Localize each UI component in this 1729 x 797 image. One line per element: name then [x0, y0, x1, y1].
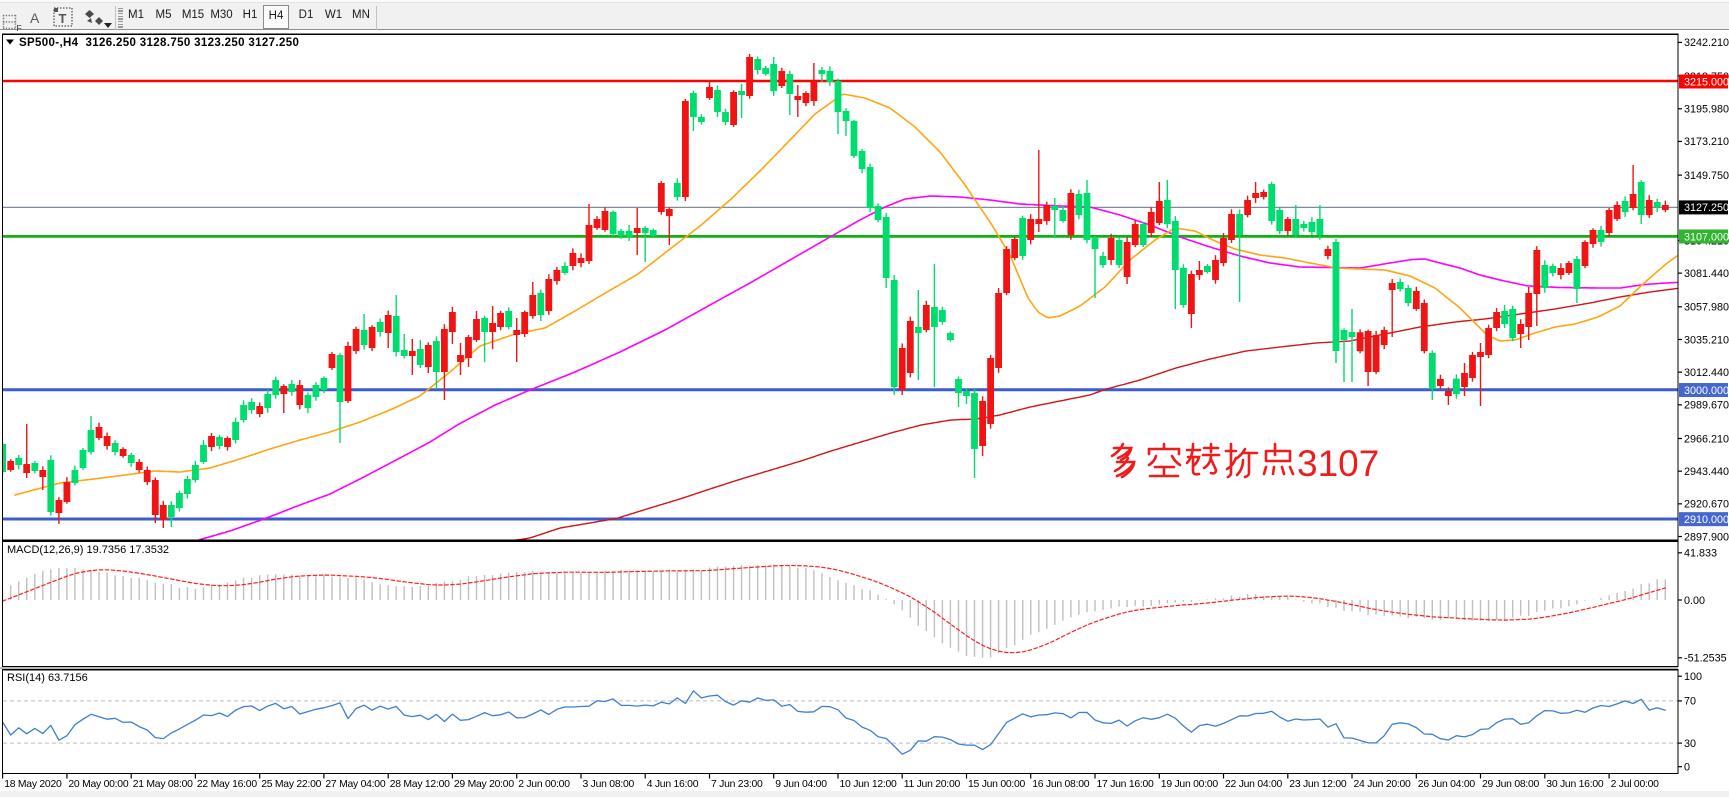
- svg-text:3242.210: 3242.210: [1684, 37, 1729, 49]
- svg-text:27 May 04:00: 27 May 04:00: [325, 779, 385, 790]
- svg-text:24 Jun 20:00: 24 Jun 20:00: [1354, 779, 1412, 790]
- svg-text:41.833: 41.833: [1684, 548, 1717, 560]
- svg-text:2989.670: 2989.670: [1684, 400, 1729, 412]
- svg-text:9 Jun 04:00: 9 Jun 04:00: [775, 779, 827, 790]
- svg-text:16 Jun 08:00: 16 Jun 08:00: [1032, 779, 1090, 790]
- svg-text:2 Jul 00:00: 2 Jul 00:00: [1611, 779, 1660, 790]
- svg-text:17 Jun 16:00: 17 Jun 16:00: [1097, 779, 1155, 790]
- svg-text:2910.000: 2910.000: [1684, 514, 1729, 526]
- svg-text:3000.000: 3000.000: [1684, 385, 1729, 397]
- svg-text:10 Jun 12:00: 10 Jun 12:00: [840, 779, 898, 790]
- svg-text:3081.440: 3081.440: [1684, 268, 1729, 280]
- svg-text:3035.210: 3035.210: [1684, 334, 1729, 346]
- svg-text:18 May 2020: 18 May 2020: [4, 779, 62, 790]
- svg-text:25 May 22:00: 25 May 22:00: [261, 779, 321, 790]
- svg-text:19 Jun 00:00: 19 Jun 00:00: [1161, 779, 1219, 790]
- svg-text:20 May 00:00: 20 May 00:00: [68, 779, 128, 790]
- svg-text:2 Jun 00:00: 2 Jun 00:00: [518, 779, 570, 790]
- svg-text:21 May 08:00: 21 May 08:00: [133, 779, 193, 790]
- svg-text:3127.250: 3127.250: [1684, 202, 1729, 214]
- svg-text:3107: 3107: [1297, 443, 1379, 484]
- svg-text:3 Jun 08:00: 3 Jun 08:00: [583, 779, 635, 790]
- svg-text:F: F: [17, 23, 22, 31]
- svg-text:4 Jun 16:00: 4 Jun 16:00: [647, 779, 699, 790]
- svg-text:MACD(12,26,9) 19.7356 17.3532: MACD(12,26,9) 19.7356 17.3532: [7, 544, 169, 556]
- svg-text:0.00: 0.00: [1684, 595, 1705, 607]
- svg-text:RSI(14) 63.7156: RSI(14) 63.7156: [7, 672, 88, 684]
- svg-text:3057.980: 3057.980: [1684, 302, 1729, 314]
- svg-text:23 Jun 12:00: 23 Jun 12:00: [1289, 779, 1347, 790]
- svg-text:3173.210: 3173.210: [1684, 136, 1729, 148]
- svg-text:7 Jun 23:00: 7 Jun 23:00: [711, 779, 763, 790]
- svg-text:2943.440: 2943.440: [1684, 466, 1729, 478]
- svg-text:3195.980: 3195.980: [1684, 104, 1729, 116]
- svg-text:-51.2535: -51.2535: [1684, 653, 1727, 665]
- svg-text:28 May 12:00: 28 May 12:00: [390, 779, 450, 790]
- svg-text:T: T: [59, 11, 67, 26]
- svg-text:3012.440: 3012.440: [1684, 367, 1729, 379]
- svg-text:30: 30: [1684, 738, 1696, 750]
- svg-text:3107.000: 3107.000: [1684, 231, 1729, 243]
- svg-text:29 Jun 08:00: 29 Jun 08:00: [1482, 779, 1540, 790]
- svg-text:2966.210: 2966.210: [1684, 433, 1729, 445]
- svg-text:70: 70: [1684, 696, 1696, 708]
- svg-text:26 Jun 04:00: 26 Jun 04:00: [1418, 779, 1476, 790]
- svg-text:22 May 16:00: 22 May 16:00: [197, 779, 257, 790]
- svg-text:3149.750: 3149.750: [1684, 170, 1729, 182]
- svg-text:15 Jun 00:00: 15 Jun 00:00: [968, 779, 1026, 790]
- svg-text:100: 100: [1684, 671, 1702, 683]
- svg-text:30 Jun 16:00: 30 Jun 16:00: [1546, 779, 1604, 790]
- svg-text:2920.670: 2920.670: [1684, 499, 1729, 511]
- svg-text:29 May 20:00: 29 May 20:00: [454, 779, 514, 790]
- svg-text:0: 0: [1684, 762, 1690, 774]
- svg-text:22 Jun 04:00: 22 Jun 04:00: [1225, 779, 1283, 790]
- svg-text:2897.900: 2897.900: [1684, 531, 1729, 543]
- svg-text:3215.000: 3215.000: [1684, 76, 1729, 88]
- svg-text:SP500-,H4 3126.250 3128.750 3: SP500-,H4 3126.250 3128.750 3123.250 312…: [19, 37, 299, 49]
- svg-text:11 Jun 20:00: 11 Jun 20:00: [904, 779, 961, 790]
